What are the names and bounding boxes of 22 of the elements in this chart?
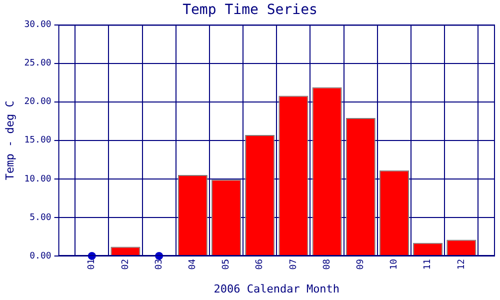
y-tick-label: 5.00	[30, 212, 52, 223]
y-axis-title: Temp - deg C	[3, 100, 16, 180]
x-tick-label: 10	[390, 258, 400, 270]
y-tick-label: 30.00	[24, 20, 52, 30]
y-tick-label: 20.00	[24, 97, 52, 108]
x-tick-label: 06	[255, 258, 266, 270]
x-tick-label: 03	[154, 258, 164, 270]
x-tick-label: 05	[222, 258, 232, 270]
x-tick-label: 07	[288, 258, 299, 270]
x-tick-label: 02	[120, 258, 131, 270]
x-tick-label: 11	[423, 258, 434, 270]
y-tick-label: 25.00	[24, 58, 52, 69]
x-tick-label: 04	[188, 258, 198, 270]
x-tick-label: 08	[322, 258, 332, 270]
x-tick-label: 01	[87, 258, 98, 270]
chart-title: Temp Time Series	[182, 2, 318, 18]
x-axis-title: 2006 Calendar Month	[214, 282, 340, 296]
y-tick-label: 0.00	[30, 251, 52, 262]
y-tick-label: 10.00	[24, 174, 52, 184]
x-tick-label: 09	[356, 258, 366, 270]
y-tick-label: 15.00	[24, 136, 52, 146]
x-tick-label: 12	[456, 258, 467, 270]
